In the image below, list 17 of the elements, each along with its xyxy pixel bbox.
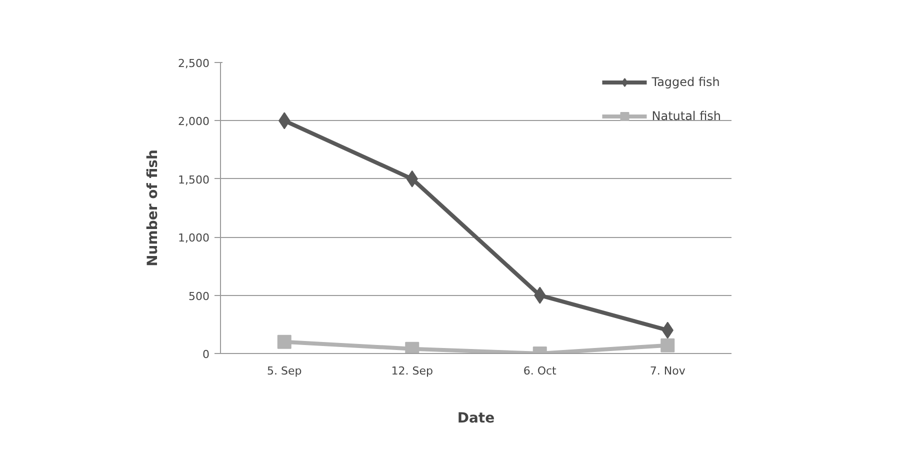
x-tick-label: 5. Sep <box>267 364 302 378</box>
x-tick-label: 6. Oct <box>523 364 558 378</box>
y-tick-label: 500 <box>188 290 210 303</box>
y-axis-title: Number of fish <box>145 150 162 266</box>
y-tick-label: 2,000 <box>178 115 210 128</box>
point <box>277 334 292 349</box>
y-tick-label: 2,500 <box>178 57 210 70</box>
legend-label: Tagged fish <box>652 75 720 89</box>
y-tick-label: 1,000 <box>178 232 210 245</box>
y-tick-label: 0 <box>202 348 210 361</box>
point <box>660 338 675 352</box>
x-tick-label: 7. Nov <box>650 364 686 378</box>
x-tick-label: 12. Sep <box>391 364 434 378</box>
x-axis-title: Date <box>457 410 495 426</box>
legend-label: Natutal fish <box>652 109 721 123</box>
y-tick-label: 1,500 <box>178 173 210 186</box>
point <box>405 342 420 354</box>
